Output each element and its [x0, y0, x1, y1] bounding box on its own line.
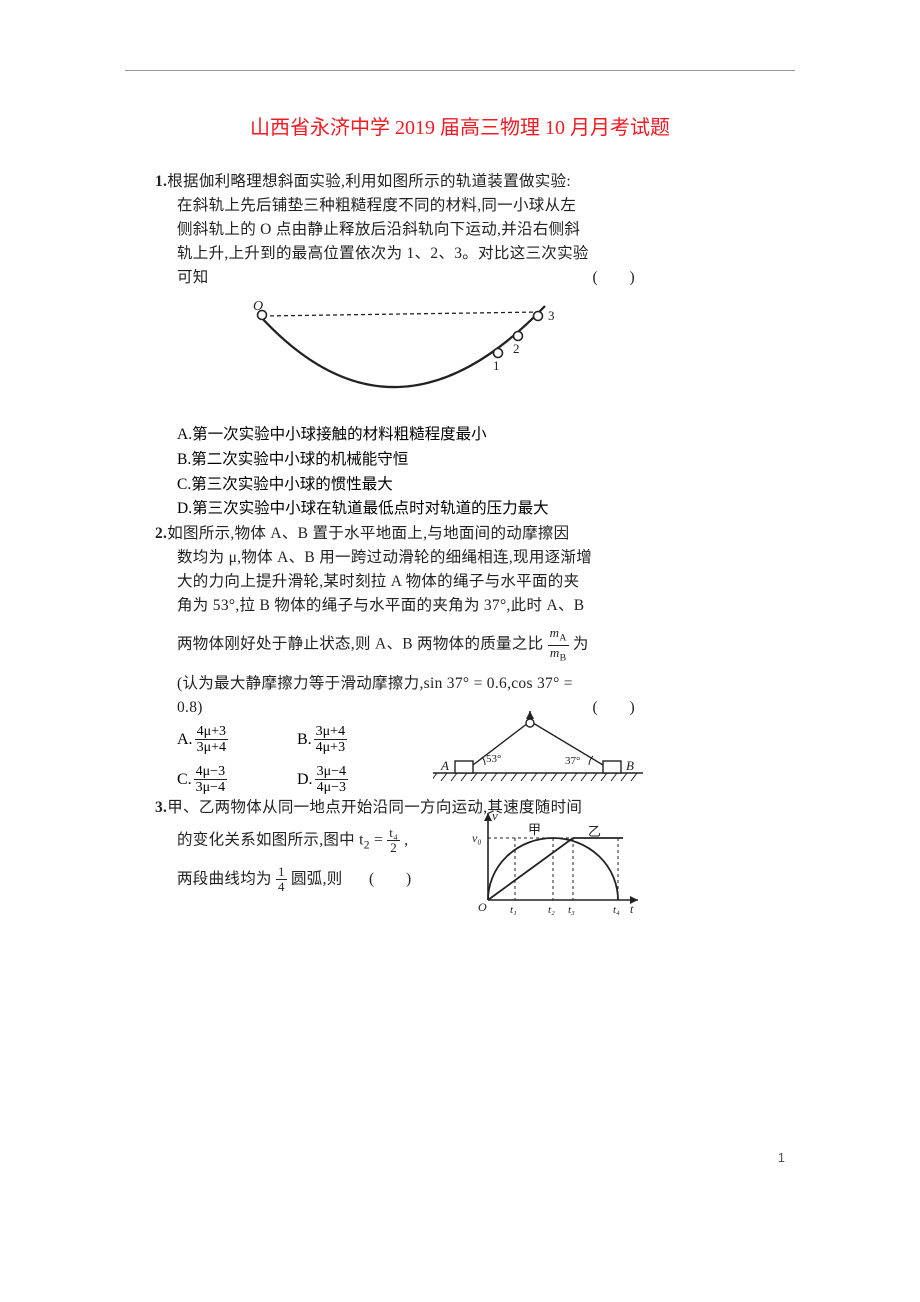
- svg-text:甲: 甲: [528, 822, 541, 837]
- q2-assume-line: (认为最大静摩擦力等于滑动摩擦力,sin 37° = 0.6,cos 37° =: [155, 672, 635, 696]
- q2-opt-d: D. 3μ−44μ−3: [297, 764, 417, 796]
- q1-line-0: 1.根据伽利略理想斜面实验,利用如图所示的轨道装置做实验:: [155, 170, 635, 194]
- svg-text:t₃: t₃: [568, 904, 575, 916]
- header-rule: [125, 70, 795, 71]
- q1-l0: 根据伽利略理想斜面实验,利用如图所示的轨道装置做实验:: [167, 173, 571, 190]
- q1-opt-c: C.第三次实验中小球的惯性最大: [177, 473, 635, 498]
- svg-text:v₀: v₀: [472, 831, 482, 845]
- q2-ratio-line: 两物体刚好处于静止状态,则 A、B 两物体的质量之比 mA mB 为: [155, 626, 635, 664]
- svg-text:O: O: [478, 900, 487, 914]
- q2-options-block: A. 4μ+33μ+4 B. 3μ+44μ+3 C. 4μ−33μ−4 D. 3…: [155, 724, 635, 796]
- svg-text:t₂: t₂: [548, 904, 555, 916]
- svg-text:3: 3: [548, 308, 555, 323]
- q2-assume-tail: 0.8): [177, 696, 203, 720]
- q3-paren: ( ): [369, 871, 412, 888]
- content-block: 1.根据伽利略理想斜面实验,利用如图所示的轨道装置做实验: 在斜轨上先后铺垫三种…: [155, 170, 635, 895]
- q3-frac-t4: t₄2: [387, 826, 400, 856]
- q1-num: 1.: [155, 173, 167, 190]
- q1-opt-a: A.第一次实验中小球接触的材料粗糙程度最小: [177, 423, 635, 448]
- q3-frac-quarter: 14: [276, 865, 287, 895]
- q2-line-3: 角为 53°,拉 B 物体的绳子与水平面的夹角为 37°,此时 A、B: [155, 594, 635, 618]
- q1-options: A.第一次实验中小球接触的材料粗糙程度最小 B.第二次实验中小球的机械能守恒 C…: [155, 423, 635, 522]
- q1-paren: ( ): [592, 266, 635, 290]
- q2-opt-c: C. 4μ−33μ−4: [177, 764, 297, 796]
- q1-opt-d: D.第三次实验中小球在轨道最低点时对轨道的压力最大: [177, 497, 635, 522]
- q1-line-1: 在斜轨上先后铺垫三种粗糙程度不同的材料,同一小球从左: [155, 194, 635, 218]
- svg-text:O: O: [253, 299, 263, 314]
- svg-text:v: v: [492, 808, 498, 823]
- svg-text:乙: 乙: [588, 824, 601, 839]
- svg-text:37°: 37°: [565, 755, 580, 767]
- q2-line-2: 大的力向上提升滑轮,某时刻拉 A 物体的绳子与水平面的夹: [155, 570, 635, 594]
- svg-text:A: A: [440, 758, 449, 773]
- q1-line-2: 侧斜轨上的 O 点由静止释放后沿斜轨向下运动,并沿右侧斜: [155, 218, 635, 242]
- q1-figure: O 1 2 3: [155, 298, 635, 413]
- q1-opt-b: B.第二次实验中小球的机械能守恒: [177, 448, 635, 473]
- svg-text:1: 1: [493, 358, 500, 373]
- q2-line-1: 数均为 μ,物体 A、B 用一跨过动滑轮的细绳相连,现用逐渐增: [155, 546, 635, 570]
- svg-text:53°: 53°: [486, 753, 501, 765]
- q2-figure: 53° 37° A B: [433, 711, 643, 796]
- q2-ratio-post: 为: [573, 636, 589, 653]
- q2-ratio-frac: mA mB: [548, 626, 569, 664]
- q1-tail-row: 可知 ( ): [155, 266, 635, 290]
- page-number: 1: [778, 1150, 785, 1165]
- q2-opt-a: A. 4μ+33μ+4: [177, 724, 297, 756]
- svg-text:2: 2: [513, 341, 520, 356]
- svg-text:t₄: t₄: [613, 904, 620, 916]
- q1-tail: 可知: [177, 266, 209, 290]
- svg-text:t₁: t₁: [510, 904, 517, 916]
- q2-l0: 如图所示,物体 A、B 置于水平地面上,与地面间的动摩擦因: [167, 525, 569, 542]
- svg-text:t: t: [630, 902, 634, 916]
- q3-num: 3.: [155, 799, 167, 816]
- q3-figure: v v₀ O t₁ t₂ t₃ t₄ t 甲 乙: [468, 808, 643, 923]
- q3-block: 3.甲、乙两物体从同一地点开始沿同一方向运动,其速度随时间 的变化关系如图所示,…: [155, 796, 635, 895]
- q2-num: 2.: [155, 525, 167, 542]
- q1-line-3: 轨上升,上升到的最高位置依次为 1、2、3。对比这三次实验: [155, 242, 635, 266]
- q2-ratio-pre: 两物体刚好处于静止状态,则 A、B 两物体的质量之比: [177, 636, 548, 653]
- page-title: 山西省永济中学 2019 届高三物理 10 月月考试题: [125, 111, 795, 140]
- q2-opt-b: B. 3μ+44μ+3: [297, 724, 417, 756]
- q2-line-0: 2.如图所示,物体 A、B 置于水平地面上,与地面间的动摩擦因: [155, 522, 635, 546]
- svg-text:B: B: [626, 758, 634, 773]
